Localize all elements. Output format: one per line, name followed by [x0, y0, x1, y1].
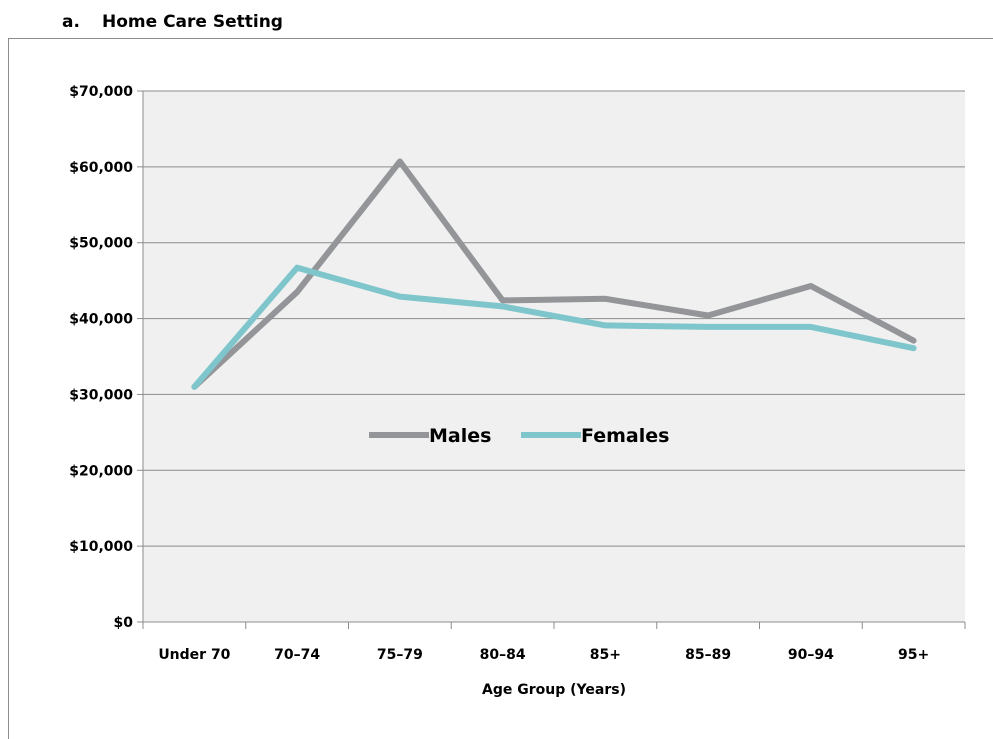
series-line-females: [191, 264, 917, 390]
x-tick-label: Under 70: [158, 647, 230, 663]
y-tick-label: $70,000: [69, 84, 133, 100]
chart-frame: [8, 38, 993, 739]
y-tick-label: $50,000: [69, 236, 133, 252]
y-tick-label: $30,000: [69, 387, 133, 403]
legend: Males Females: [369, 425, 669, 447]
x-tick-label: 90–94: [788, 647, 834, 663]
x-tick-label: 95+: [898, 647, 929, 663]
heading-title: Home Care Setting: [102, 12, 283, 32]
series-lines: [191, 158, 917, 390]
legend-label-males: Males: [429, 425, 491, 447]
y-tick-label: $20,000: [69, 463, 133, 479]
y-tick-label: $10,000: [69, 539, 133, 555]
legend-label-females: Females: [581, 425, 669, 447]
x-tick-label: 80–84: [480, 647, 526, 663]
gridlines: [143, 90, 965, 547]
chart-heading: a. Home Care Setting: [62, 12, 283, 32]
y-axis-ticks: $0 $10,000 $20,000 $30,000 $40,000 $50,000 $60…: [69, 84, 143, 631]
x-tick-label: 85+: [590, 647, 621, 663]
heading-prefix: a.: [62, 12, 80, 32]
plot-area: [143, 91, 965, 622]
y-tick-label: $0: [114, 615, 134, 631]
x-axis-ticks: Under 70 70–74 75–79 80–84 85+ 85–89 90–94 95+: [142, 622, 966, 663]
y-tick-label: $60,000: [69, 160, 133, 176]
x-tick-label: 70–74: [274, 647, 320, 663]
y-tick-label: $40,000: [69, 312, 133, 328]
x-tick-label: 75–79: [377, 647, 423, 663]
x-tick-label: 85–89: [685, 647, 731, 663]
x-axis-title: Age Group (Years): [482, 682, 626, 698]
